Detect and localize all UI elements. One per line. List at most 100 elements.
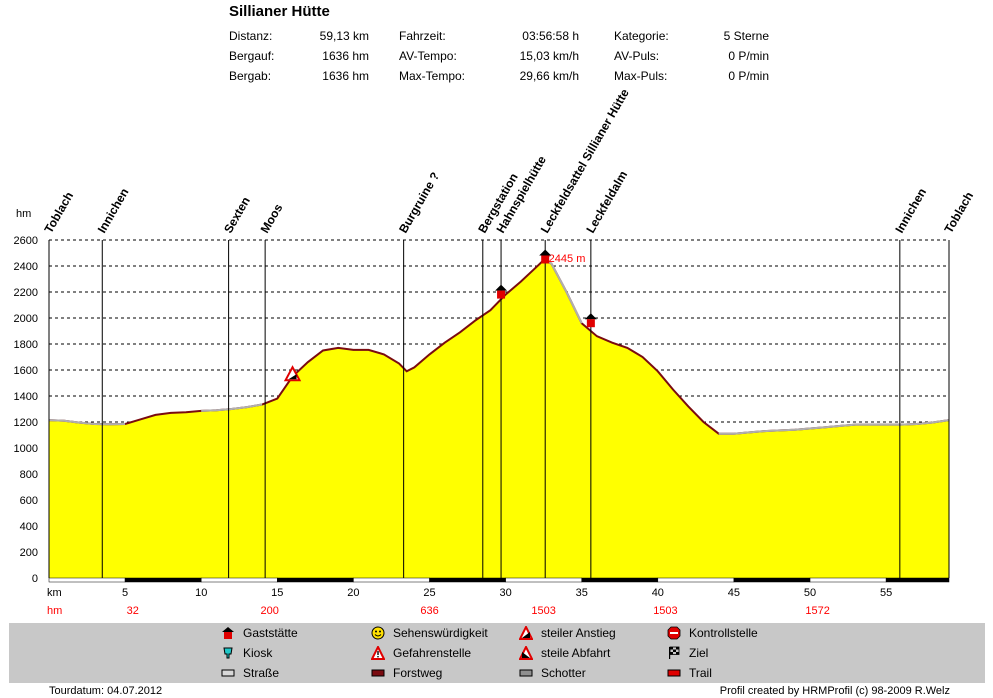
profile-line-asphalt (201, 403, 263, 412)
y-tick-label: 2000 (14, 313, 38, 325)
legend-item: steiler Anstieg (519, 626, 616, 640)
y-tick-label: 200 (20, 547, 38, 559)
legend-label: Schotter (541, 666, 586, 680)
profile-line-asphalt (48, 419, 126, 426)
stat-label: AV-Tempo: (399, 49, 457, 63)
stat-value: 1636 hm (322, 69, 369, 83)
hm-row-value: 1572 (805, 605, 829, 617)
profile-line-asphalt (718, 419, 950, 435)
restaurant-marker (539, 249, 552, 256)
kiosk-icon (221, 646, 235, 660)
credits: Profil created by HRMProfil (c) 98-2009 … (719, 685, 950, 697)
finish-flag-icon (667, 646, 681, 660)
hm-row-value: 1503 (653, 605, 677, 617)
trail-swatch-icon (667, 666, 681, 680)
steep-descent-icon (519, 646, 533, 660)
y-tick-label: 0 (32, 573, 38, 585)
y-tick-label: 1400 (14, 391, 38, 403)
waypoint-label: Burgruine ? (396, 170, 442, 236)
legend-label: Gaststätte (243, 626, 298, 640)
legend-item: Kontrollstelle (667, 626, 758, 640)
y-tick-label: 2400 (14, 261, 38, 273)
stat-value: 59,13 km (319, 29, 369, 43)
hm-row-value: 200 (261, 605, 279, 617)
steep-climb-marker (288, 374, 297, 380)
waypoint-label: Toblach (941, 189, 976, 235)
stat-value: 29,66 km/h (519, 69, 579, 83)
x-axis-band (429, 577, 506, 583)
stat-value: 1636 hm (322, 49, 369, 63)
legend-label: steile Abfahrt (541, 646, 611, 660)
waypoint-label: Leckfeldalm (583, 168, 630, 235)
y-tick-label: 1800 (14, 339, 38, 351)
x-tick-label: 45 (728, 587, 740, 599)
waypoint-label: Innichen (892, 186, 929, 236)
steep-climb-icon (519, 626, 533, 640)
stat-label: Distanz: (229, 29, 273, 43)
hm-row-value: 636 (420, 605, 438, 617)
x-tick-label: 20 (347, 587, 359, 599)
waypoint-label: Moos (258, 201, 286, 235)
y-tick-label: 1000 (14, 443, 38, 455)
forest-road-swatch-icon (371, 666, 385, 680)
stat-label: Bergauf: (229, 49, 275, 63)
legend-item: Forstweg (371, 666, 442, 680)
y-tick-label: 400 (20, 521, 38, 533)
legend-item: Schotter (519, 666, 586, 680)
danger-icon (371, 646, 385, 660)
stat-value: 0 P/min (728, 69, 769, 83)
legend-item: Kiosk (221, 646, 272, 660)
legend-item: Gaststätte (221, 626, 298, 640)
hm-row-label: hm (47, 605, 62, 617)
x-tick-label: 25 (423, 587, 435, 599)
restaurant-marker (586, 319, 595, 328)
legend-label: Sehenswürdigkeit (393, 626, 488, 640)
x-axis-band (353, 577, 430, 583)
page-title: Sillianer Hütte (229, 3, 330, 20)
x-tick-label: 40 (652, 587, 664, 599)
waypoint-label: Innichen (95, 186, 132, 236)
x-tick-label: 30 (499, 587, 511, 599)
y-tick-label: 1600 (14, 365, 38, 377)
x-axis-band (581, 577, 659, 583)
y-tick-label: 1200 (14, 417, 38, 429)
legend-label: Straße (243, 666, 280, 680)
x-axis-band (733, 577, 811, 583)
legend-label: Forstweg (393, 666, 443, 680)
stat-label: Max-Puls: (614, 69, 668, 83)
restaurant-marker (541, 255, 550, 264)
smiley-icon (371, 626, 385, 640)
y-tick-label: 800 (20, 469, 38, 481)
x-tick-label: 50 (804, 587, 816, 599)
legend-panel: Gaststätte Kiosk Straße Sehenswürdigkeit… (9, 623, 985, 683)
restaurant-icon (221, 626, 235, 640)
road-swatch-icon (221, 666, 235, 680)
x-axis-band (657, 577, 735, 583)
legend-item: Sehenswürdigkeit (371, 626, 488, 640)
legend-item: steile Abfahrt (519, 646, 610, 660)
legend-item: Straße (221, 666, 279, 680)
stat-label: Max-Tempo: (399, 69, 466, 83)
stat-value: 0 P/min (728, 49, 769, 63)
x-axis-band (885, 577, 950, 583)
legend-item: Trail (667, 666, 712, 680)
x-tick-label: 55 (880, 587, 892, 599)
legend-label: Gefahrenstelle (393, 646, 472, 660)
y-tick-label: 2200 (14, 287, 38, 299)
waypoint-label: Sexten (221, 194, 253, 235)
legend-label: Trail (689, 666, 712, 680)
x-axis-band (505, 577, 582, 583)
legend-item: Ziel (667, 646, 708, 660)
x-axis-band (277, 577, 354, 583)
x-axis-band (809, 577, 887, 583)
stat-label: Bergab: (229, 69, 272, 83)
waypoint-label: Leckfeldsattel Sillianer Hütte (538, 86, 632, 235)
legend-label: Kiosk (243, 646, 273, 660)
y-tick-label: 2600 (14, 235, 38, 247)
legend-label: Ziel (689, 646, 709, 660)
restaurant-marker (497, 290, 506, 299)
stat-value: 03:56:58 h (522, 29, 579, 43)
legend-label: steiler Anstieg (541, 626, 616, 640)
legend-item: Gefahrenstelle (371, 646, 471, 660)
gravel-swatch-icon (519, 666, 533, 680)
